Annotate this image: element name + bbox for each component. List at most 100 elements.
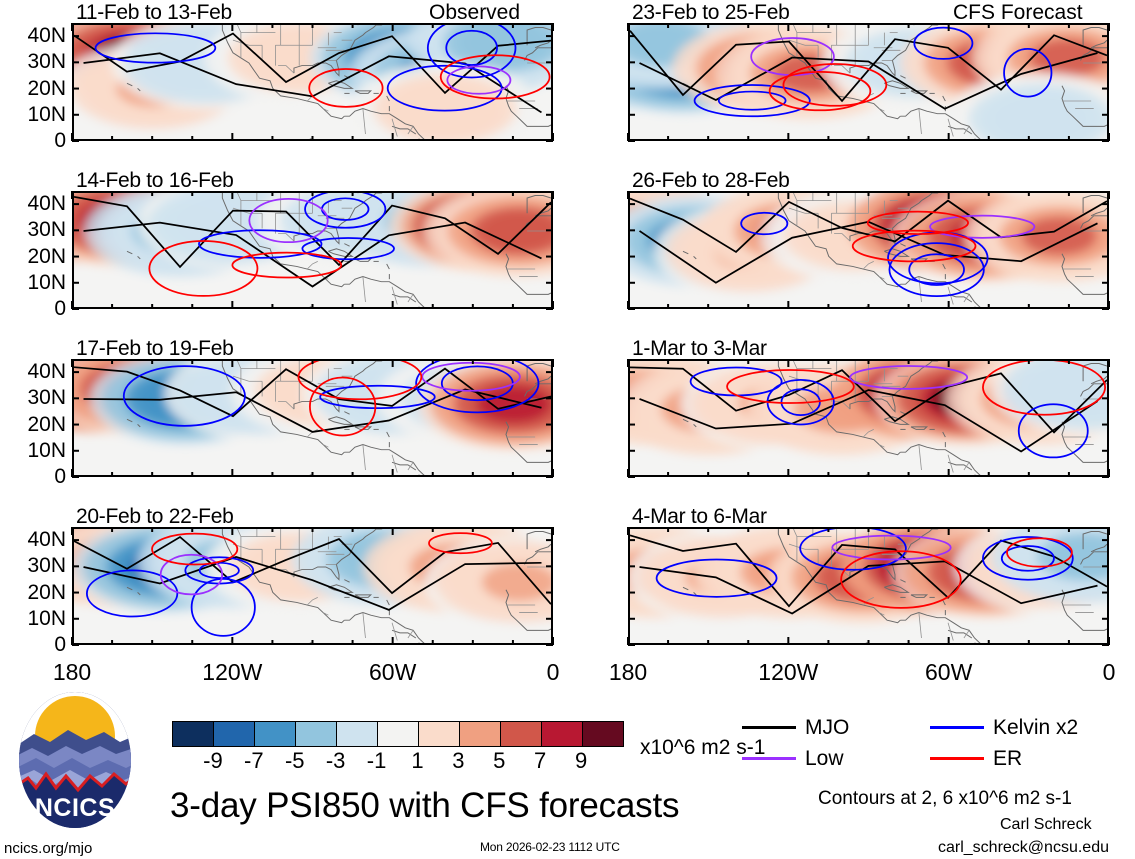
map-panel-8	[628, 527, 1109, 645]
map-shading	[74, 361, 551, 475]
panel-title-3: 17-Feb to 19-Feb	[76, 337, 234, 360]
x-tick-label: 120W	[758, 659, 819, 685]
colorbar-tick-label: 9	[574, 748, 588, 773]
y-tick-label: 0	[54, 129, 66, 152]
legend-label: ER	[993, 747, 1023, 770]
colorbar-swatch	[419, 722, 460, 746]
colorbar-swatch	[542, 722, 583, 746]
map-shading	[74, 25, 551, 139]
map-shading	[630, 25, 1107, 139]
panel-title-4: 20-Feb to 22-Feb	[76, 505, 234, 528]
panel-corner-label-5: CFS Forecast	[953, 1, 1083, 24]
coastlines	[126, 193, 551, 307]
colorbar-swatch	[255, 722, 296, 746]
colorbar-swatch	[337, 722, 378, 746]
colorbar-tick-label: 7	[534, 748, 547, 773]
colorbar-tick-label: -9	[203, 748, 223, 773]
y-tick-label: 0	[54, 297, 66, 320]
x-tick-label: 0	[1102, 659, 1116, 685]
author-email: carl_schreck@ncsu.edu	[938, 839, 1109, 856]
map-shading	[630, 193, 1107, 307]
x-tick-label: 120W	[202, 659, 263, 685]
y-tick-label: 10N	[27, 102, 66, 126]
x-tick-label: 180	[608, 659, 648, 685]
colorbar-swatch	[460, 722, 501, 746]
y-tick-label: 0	[54, 465, 66, 488]
political-borders	[232, 193, 546, 305]
panel-title-7: 1-Mar to 3-Mar	[632, 337, 767, 360]
map-shading	[74, 529, 551, 643]
colorbar-tick-label: 1	[411, 748, 424, 773]
map-panel-1	[72, 23, 553, 141]
panel-corner-label-1: Observed	[429, 1, 521, 24]
colorbar-swatch	[583, 722, 623, 746]
panel-title-8: 4-Mar to 6-Mar	[632, 505, 767, 528]
colorbar-swatch	[378, 722, 419, 746]
map-panel-5	[628, 23, 1109, 141]
colorbar-tick-label: -7	[244, 748, 264, 773]
colorbar-tick-label: -5	[284, 748, 305, 773]
y-tick-label: 10N	[27, 606, 66, 630]
legend-label: MJO	[805, 716, 850, 739]
legend-label: Low	[805, 747, 844, 770]
colorbar-tick-label: 5	[493, 748, 506, 773]
y-tick-label: 30N	[27, 554, 66, 578]
map-panel-6	[628, 191, 1109, 309]
colorbar-swatch	[296, 722, 337, 746]
map-panel-3	[72, 359, 553, 477]
y-tick-label: 20N	[27, 412, 66, 436]
legend-item-mjo: MJO	[742, 717, 849, 738]
panel-title-1: 11-Feb to 13-Feb	[76, 1, 232, 24]
wave-contours	[630, 197, 1107, 297]
map-shading	[630, 361, 1107, 475]
contour-note: Contours at 2, 6 x10^6 m2 s-1	[818, 788, 1072, 809]
panel-title-6: 26-Feb to 28-Feb	[632, 169, 790, 192]
legend-item-kelvin-x2: Kelvin x2	[930, 717, 1078, 738]
y-tick-label: 10N	[27, 270, 66, 294]
legend-line-swatch	[930, 726, 984, 729]
x-tick-label: 180	[52, 659, 92, 685]
svg-text:NCICS: NCICS	[35, 794, 115, 822]
render-timestamp: Mon 2026-02-23 1112 UTC	[480, 840, 620, 854]
wave-contours	[74, 193, 551, 297]
y-tick-label: 20N	[27, 76, 66, 100]
y-tick-label: 40N	[27, 192, 66, 216]
figure-title: 3-day PSI850 with CFS forecasts	[170, 786, 680, 825]
legend-item-er: ER	[930, 748, 1022, 769]
map-panel-4	[72, 527, 553, 645]
map-panel-2	[72, 191, 553, 309]
legend-line-swatch	[742, 757, 796, 760]
map-shading	[630, 529, 1107, 643]
y-tick-label: 30N	[27, 218, 66, 242]
wave-contours	[630, 361, 1107, 459]
wave-contours	[630, 26, 1107, 118]
political-borders	[232, 361, 546, 473]
legend-line-swatch	[742, 726, 796, 729]
author-name: Carl Schreck	[1000, 816, 1092, 833]
map-shading	[74, 193, 551, 307]
colorbar-tick-label: -3	[325, 748, 346, 773]
y-tick-label: 40N	[27, 360, 66, 384]
y-tick-label: 0	[54, 633, 66, 656]
wave-contours	[74, 361, 551, 437]
y-tick-label: 20N	[27, 580, 66, 604]
wave-contours	[74, 25, 551, 114]
panel-title-5: 23-Feb to 25-Feb	[632, 1, 790, 24]
x-tick-label: 0	[546, 659, 560, 685]
colorbar-unit-label: x10^6 m2 s-1	[640, 736, 766, 759]
legend-item-low: Low	[742, 748, 844, 769]
legend-line-swatch	[930, 757, 984, 760]
legend-label: Kelvin x2	[993, 716, 1079, 739]
colorbar-swatch	[214, 722, 255, 746]
wave-contours	[74, 532, 551, 637]
y-tick-label: 40N	[27, 24, 66, 48]
y-tick-label: 20N	[27, 244, 66, 268]
y-tick-label: 30N	[27, 386, 66, 410]
map-panel-7	[628, 359, 1109, 477]
y-tick-label: 10N	[27, 438, 66, 462]
y-tick-label: 40N	[27, 528, 66, 552]
ncics-logo: NCICS	[16, 690, 134, 830]
site-url: ncics.org/mjo	[4, 840, 93, 857]
political-borders	[232, 529, 546, 641]
coastlines	[682, 361, 1107, 475]
